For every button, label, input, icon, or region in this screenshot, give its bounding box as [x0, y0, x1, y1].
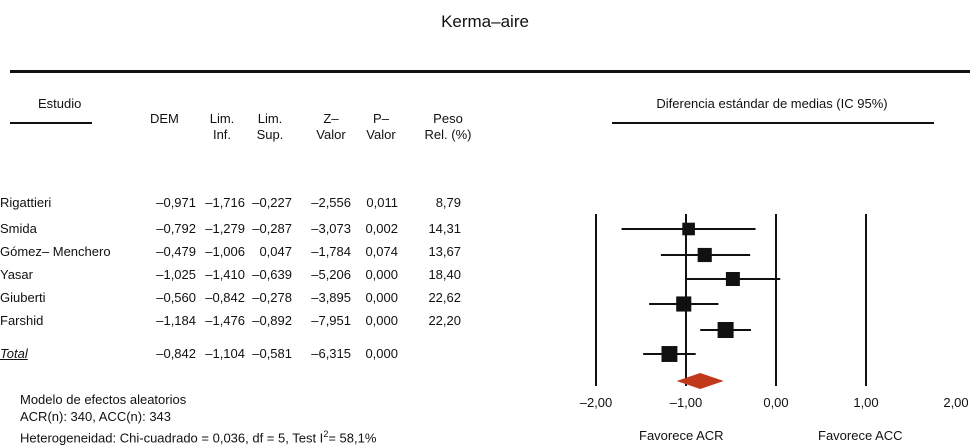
- header-plot-underline: [612, 122, 934, 124]
- study-sup-value: –0,287: [252, 221, 292, 236]
- heterogeneity-text: Heterogeneidad: Chi-cuadrado = 0,036, df…: [20, 429, 377, 446]
- total-p-value: 0,000: [365, 346, 398, 361]
- axis-tick-label: –2,00: [580, 395, 613, 410]
- study-inf-value: –1,476: [205, 313, 245, 328]
- study-p-value: 0,000: [365, 267, 398, 282]
- effect-marker: [725, 272, 740, 286]
- study-p-value: 0,011: [366, 195, 398, 210]
- header-dem: DEM: [150, 111, 179, 126]
- study-inf-value: –0,842: [205, 290, 245, 305]
- total-dem-value: –0,842: [156, 346, 196, 361]
- model-text: Modelo de efectos aleatorios: [20, 392, 187, 407]
- study-z-value: –1,784: [311, 244, 351, 259]
- axis-tick-label: –1,00: [670, 395, 703, 410]
- effect-marker: [697, 247, 712, 263]
- study-z-value: –5,206: [311, 267, 351, 282]
- study-p-value: 0,002: [365, 221, 398, 236]
- study-z-value: –2,556: [311, 195, 351, 210]
- study-dem-value: –0,971: [156, 195, 196, 210]
- header-study: Estudio: [38, 96, 82, 111]
- sample-size-text: ACR(n): 340, ACC(n): 343: [20, 409, 172, 424]
- study-peso-value: 13,67: [428, 244, 461, 259]
- study-peso-value: 8,79: [435, 195, 461, 210]
- study-name: Giuberti: [0, 290, 46, 305]
- study-sup-value: –0,639: [252, 267, 292, 282]
- study-inf-value: –1,279: [205, 221, 245, 236]
- study-name: Rigattieri: [0, 195, 52, 210]
- study-sup-value: –0,227: [252, 195, 292, 210]
- study-z-value: –3,073: [311, 221, 351, 236]
- study-name: Yasar: [0, 267, 33, 282]
- header-z-valor: Z– Valor: [316, 111, 346, 142]
- study-p-value: 0,000: [365, 290, 398, 305]
- chart-title: Kerma–aire: [441, 12, 529, 31]
- header-peso: Peso Rel. (%): [424, 111, 472, 142]
- study-dem-value: –1,184: [156, 313, 196, 328]
- study-p-value: 0,074: [365, 244, 398, 259]
- study-name: Gómez– Menchero: [0, 244, 111, 259]
- study-p-value: 0,000: [365, 313, 398, 328]
- effect-marker: [676, 296, 692, 312]
- axis-tick-label: 0,00: [763, 395, 788, 410]
- header-lim-sup: Lim. Sup.: [256, 111, 284, 142]
- study-peso-value: 22,62: [428, 290, 461, 305]
- study-dem-value: –0,560: [156, 290, 196, 305]
- total-z-value: –6,315: [311, 346, 351, 361]
- header-plot: Diferencia estándar de medias (IC 95%): [656, 96, 888, 111]
- favors-acr-label: Favorece ACR: [639, 428, 724, 443]
- study-name: Smida: [0, 221, 37, 236]
- top-rule: [10, 70, 970, 73]
- study-z-value: –7,951: [311, 313, 351, 328]
- study-sup-value: 0,047: [259, 244, 292, 259]
- study-inf-value: –1,006: [205, 244, 245, 259]
- study-z-value: –3,895: [311, 290, 351, 305]
- axis-tick-label: 1,00: [853, 395, 878, 410]
- study-sup-value: –0,278: [252, 290, 292, 305]
- study-dem-value: –1,025: [156, 267, 196, 282]
- total-sup-value: –0,581: [252, 346, 292, 361]
- study-dem-value: –0,479: [156, 244, 196, 259]
- header-p-valor: P– Valor: [366, 111, 396, 142]
- header-lim-inf: Lim. Inf.: [209, 111, 235, 142]
- header-study-underline: [10, 122, 92, 124]
- study-inf-value: –1,716: [205, 195, 245, 210]
- study-dem-value: –0,792: [156, 221, 196, 236]
- effect-marker: [661, 346, 678, 362]
- effect-marker: [717, 322, 734, 338]
- total-row-label: Total: [0, 346, 28, 361]
- pooled-diamond: [676, 373, 724, 389]
- total-inf-value: –1,104: [205, 346, 245, 361]
- favors-acc-label: Favorece ACC: [818, 428, 903, 443]
- study-name: Farshid: [0, 313, 44, 328]
- study-peso-value: 18,40: [428, 267, 461, 282]
- study-sup-value: –0,892: [252, 313, 292, 328]
- axis-tick-label: 2,00: [943, 395, 968, 410]
- study-inf-value: –1,410: [205, 267, 245, 282]
- effect-marker: [682, 222, 695, 236]
- study-peso-value: 22,20: [428, 313, 461, 328]
- study-peso-value: 14,31: [428, 221, 461, 236]
